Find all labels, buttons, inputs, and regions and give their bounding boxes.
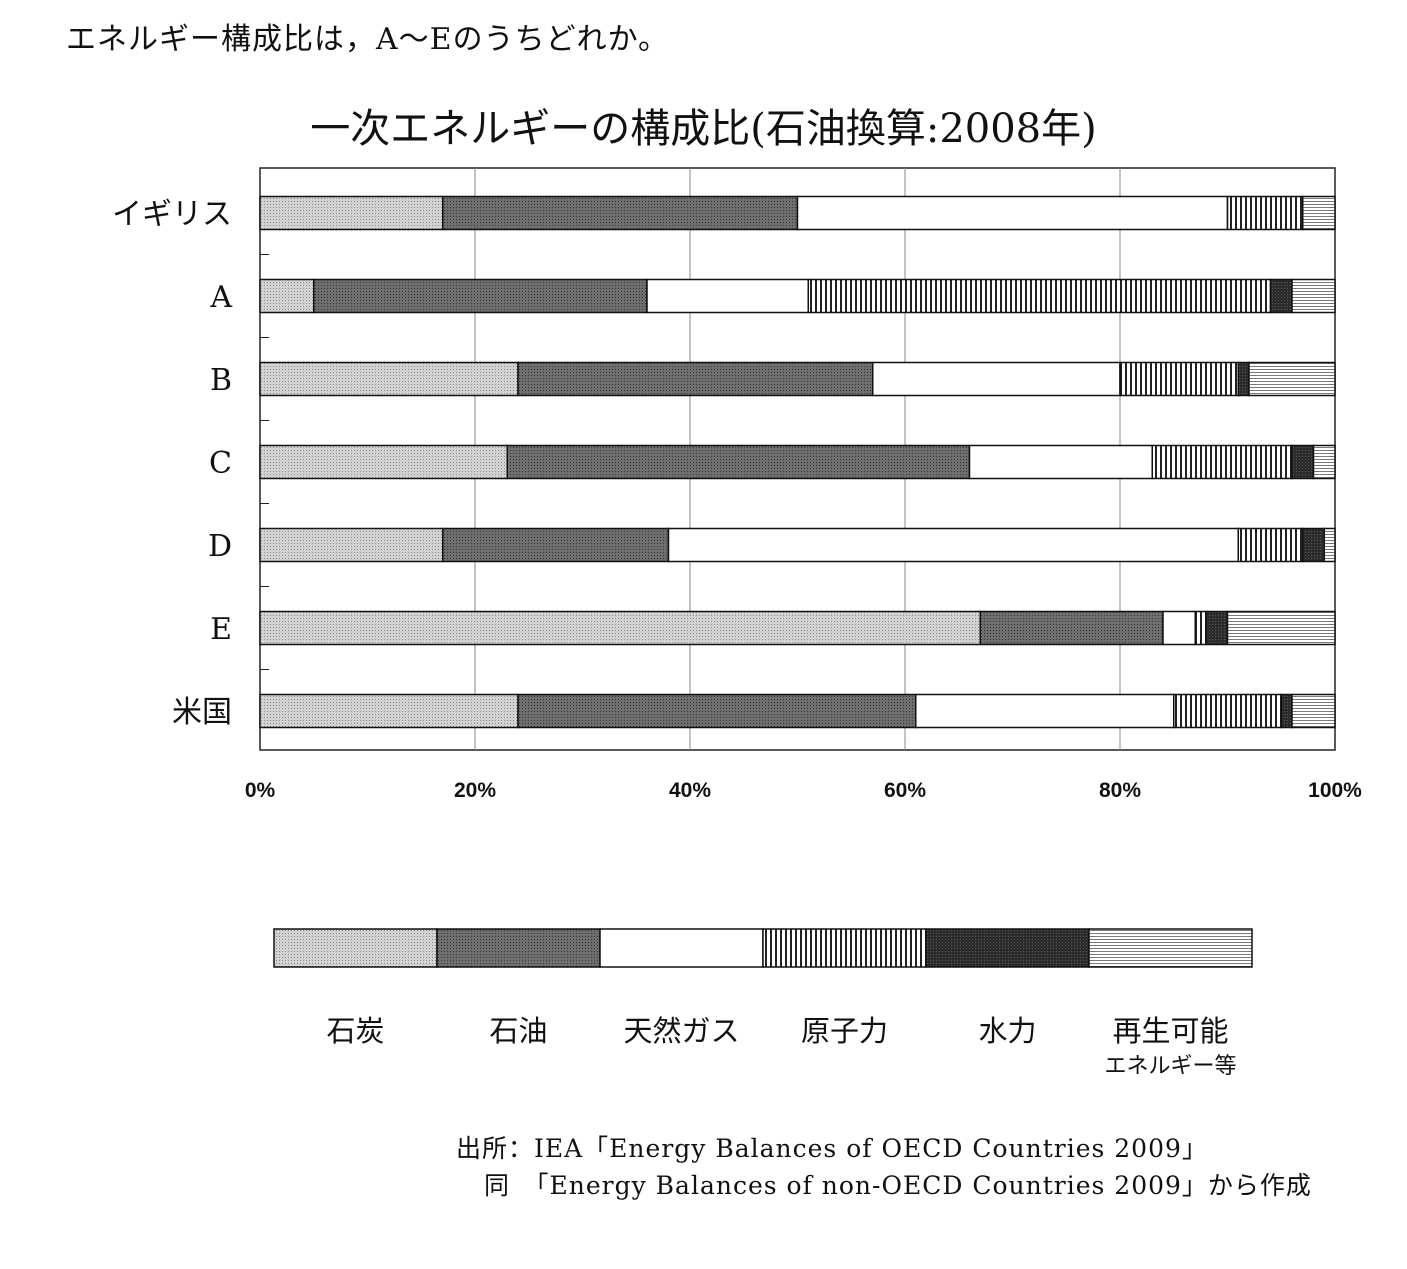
- bar-segment: [807, 278, 1272, 314]
- legend-label-sub: エネルギー等: [1104, 1054, 1236, 1079]
- category-label: A: [209, 280, 232, 315]
- bar-segment: [1151, 444, 1293, 480]
- bar-segment: [259, 444, 508, 480]
- bar-segment: [259, 195, 444, 231]
- bar-segment: [259, 278, 315, 314]
- category-label: 米国: [172, 695, 232, 730]
- legend-label: 原子力: [801, 1014, 888, 1048]
- chart-title: 一次エネルギーの構成比(石油換算:2008年): [310, 106, 1097, 152]
- bar-segment: [1302, 527, 1325, 563]
- category-label: C: [209, 446, 232, 481]
- bar-segment: [313, 278, 648, 314]
- x-tick-label: 0%: [245, 779, 276, 802]
- bar-segment: [1205, 610, 1229, 646]
- bar-segment: [1302, 195, 1336, 231]
- bar-segment: [517, 361, 874, 397]
- bar-segment: [259, 527, 444, 563]
- legend-label: 再生可能: [1112, 1014, 1228, 1048]
- bar-segment: [1194, 610, 1207, 646]
- bar-segment: [442, 527, 670, 563]
- bar-segment: [796, 195, 1229, 231]
- question-text: エネルギー構成比は，A～Eのうちどれか。: [66, 22, 669, 57]
- bar-segment: [646, 278, 809, 314]
- bar-segment: [506, 444, 971, 480]
- bar-segment: [872, 361, 1121, 397]
- bar-segment: [1323, 527, 1336, 563]
- x-tick-label: 20%: [454, 779, 496, 802]
- category-label: B: [210, 363, 232, 398]
- bar-segment: [517, 693, 917, 729]
- legend-label: 石炭: [326, 1014, 384, 1048]
- bar-segment: [1269, 278, 1293, 314]
- bar-segment: [968, 444, 1153, 480]
- bar-segment: [1162, 610, 1196, 646]
- legend-swatch: [273, 928, 438, 968]
- category-label: E: [210, 612, 232, 647]
- bar-segment: [1312, 444, 1336, 480]
- legend-label: 石油: [489, 1014, 547, 1048]
- bar-segment: [915, 693, 1175, 729]
- x-axis-tick-labels: 0% 20% 40% 60% 80% 100%: [245, 779, 1362, 802]
- category-labels: イギリス A B C D E 米国: [112, 197, 232, 730]
- x-tick-label: 100%: [1308, 779, 1362, 802]
- bar-segment: [259, 610, 981, 646]
- legend-swatch: [599, 928, 764, 968]
- category-label: D: [208, 529, 232, 564]
- bar-segment: [1237, 527, 1304, 563]
- category-label: イギリス: [112, 197, 232, 232]
- bar-segment: [1237, 361, 1250, 397]
- x-tick-label: 40%: [669, 779, 711, 802]
- bar-segment: [259, 693, 519, 729]
- x-tick-label: 60%: [884, 779, 926, 802]
- bar-segment: [667, 527, 1239, 563]
- source-note: 出所：IEA「Energy Balances of OECD Countries…: [456, 1130, 1312, 1204]
- bar-segment: [1226, 195, 1304, 231]
- bar-segment: [1226, 610, 1336, 646]
- bar-segment: [1248, 361, 1336, 397]
- legend-swatch: [925, 928, 1090, 968]
- legend-swatch: [762, 928, 927, 968]
- bar-segment: [1291, 693, 1336, 729]
- source-line-1: 出所：IEA「Energy Balances of OECD Countries…: [456, 1134, 1208, 1163]
- bar-segment: [979, 610, 1164, 646]
- bar-segment: [1291, 278, 1336, 314]
- bar-segment: [1173, 693, 1282, 729]
- source-line-2: 同 「Energy Balances of non-OECD Countries…: [484, 1171, 1312, 1200]
- legend-swatch: [436, 928, 601, 968]
- x-tick-label: 80%: [1099, 779, 1141, 802]
- legend-label: 水力: [978, 1014, 1036, 1048]
- bar-segment: [259, 361, 519, 397]
- legend-swatch: [1088, 928, 1253, 968]
- bar-segment: [442, 195, 799, 231]
- legend-label: 天然ガス: [623, 1014, 739, 1048]
- bar-segment: [1280, 693, 1293, 729]
- bars: [259, 195, 1336, 729]
- bar-segment: [1119, 361, 1239, 397]
- bar-segment: [1291, 444, 1315, 480]
